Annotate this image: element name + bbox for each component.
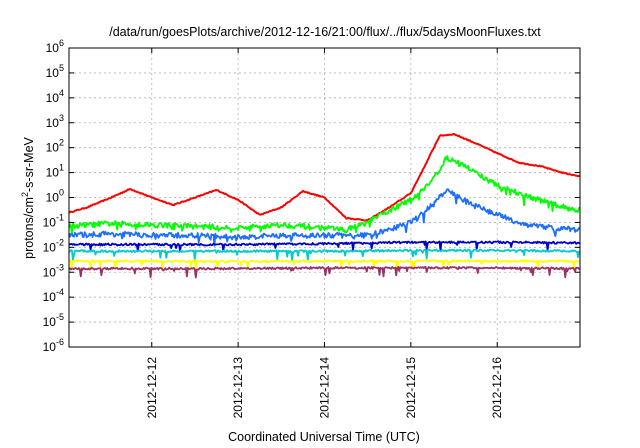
y-tick-label: 103 [46,113,64,130]
y-tick-label: 10-4 [43,287,64,304]
flux-series-line [68,248,581,262]
y-tick-label: 10-2 [43,237,64,254]
flux-series-line [68,265,581,279]
x-axis-label: Coordinated Universal Time (UTC) [228,430,420,444]
y-tick-label: 10-3 [43,262,64,279]
y-tick-label: 10-1 [43,212,64,229]
flux-series-line [68,133,581,222]
flux-series-line [68,188,581,247]
x-tick-label: 2012-12-12 [145,357,159,419]
flux-series-line [68,155,581,235]
y-tick-label: 104 [46,88,64,105]
flux-series-line [68,259,581,271]
x-tick-label: 2012-12-13 [231,357,245,419]
x-tick-label: 2012-12-14 [318,357,332,419]
y-tick-label: 101 [46,163,64,180]
y-tick-label: 105 [46,63,64,80]
y-axis-label: protons/cm2-s-sr-MeV [20,136,36,258]
x-tick-label: 2012-12-15 [404,357,418,419]
y-tick-label: 106 [46,38,64,55]
y-tick-label: 102 [46,138,64,155]
y-tick-label: 10-6 [43,337,64,354]
y-tick-label: 100 [46,188,64,205]
x-tick-label: 2012-12-16 [490,357,504,419]
flux-series-line [68,240,580,253]
y-tick-label: 10-5 [43,312,64,329]
chart-title: /data/run/goesPlots/archive/2012-12-16/2… [109,25,541,39]
